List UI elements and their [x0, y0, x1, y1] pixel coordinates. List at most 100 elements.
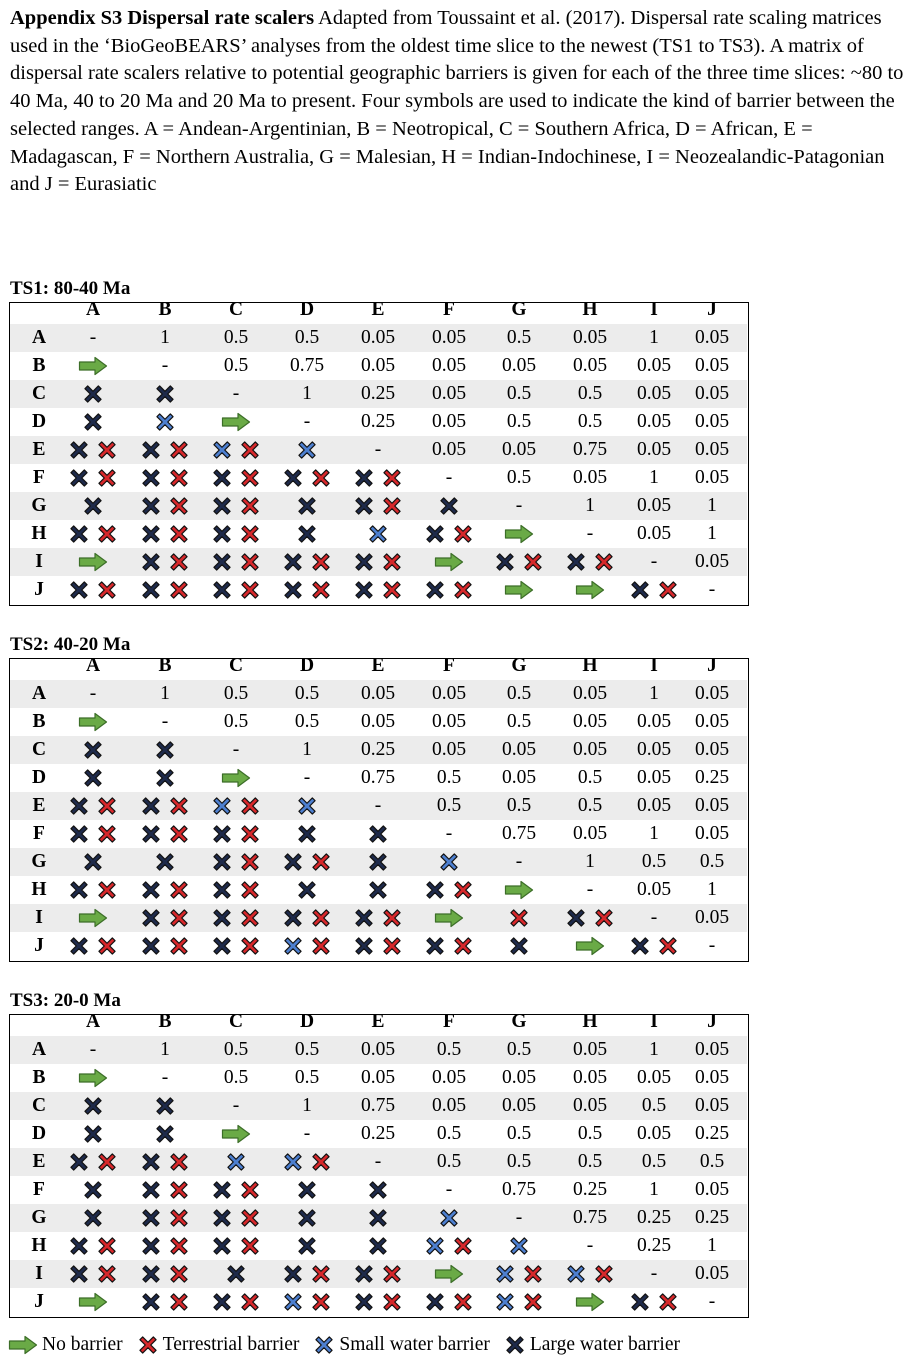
terrestrial-x-icon — [139, 1336, 157, 1354]
barrier-symbol-cell — [60, 736, 126, 764]
barrier-symbol-cell — [274, 492, 340, 520]
terrestrial-x-icon — [98, 1153, 116, 1171]
large-water-x-icon — [567, 553, 585, 571]
large-water-x-icon — [142, 797, 160, 815]
barrier-symbol-cell — [274, 464, 340, 492]
matrix-header-row: A B C D E F G H I J — [10, 652, 747, 680]
matrix-header-row: A B C D E F G H I J — [10, 296, 747, 324]
matrix-row: D - 0.75 0.5 0.05 0.5 0.05 0.25 — [10, 764, 747, 792]
rate-value-cell: - — [586, 879, 594, 900]
rate-value-cell: 1 — [649, 467, 659, 488]
large-water-x-icon — [213, 1237, 231, 1255]
rate-value-cell: - — [303, 411, 311, 432]
barrier-symbol-cell — [557, 1260, 623, 1288]
small-water-x-icon — [440, 853, 458, 871]
row-label: J — [34, 935, 44, 956]
rate-value-cell: 0.05 — [694, 683, 730, 704]
rate-value-cell: - — [650, 1263, 658, 1284]
terrestrial-x-icon — [524, 1293, 542, 1311]
large-water-x-icon — [84, 413, 102, 431]
rate-value-cell: 0.5 — [506, 383, 532, 404]
terrestrial-x-icon — [383, 1293, 401, 1311]
column-header: D — [299, 1011, 315, 1032]
rate-value-cell: 0.05 — [360, 355, 396, 376]
row-label: B — [32, 711, 46, 732]
rate-value-cell: - — [445, 467, 453, 488]
matrix-row: F - 0.75 0.05 1 0.05 — [10, 820, 747, 848]
column-header: E — [371, 655, 385, 676]
barrier-symbol-cell — [203, 464, 269, 492]
row-label: B — [32, 355, 46, 376]
rate-value-cell: 0.5 — [506, 1039, 532, 1060]
terrestrial-x-icon — [241, 937, 259, 955]
large-water-x-icon — [355, 497, 373, 515]
rate-value-cell: 0.05 — [431, 383, 467, 404]
barrier-symbol-cell — [132, 1204, 198, 1232]
large-water-x-icon — [227, 1265, 245, 1283]
small-water-x-icon — [213, 797, 231, 815]
arrow-right-icon — [221, 768, 251, 788]
barrier-symbol-cell — [345, 576, 411, 604]
terrestrial-x-icon — [241, 441, 259, 459]
terrestrial-x-icon — [241, 881, 259, 899]
column-header: I — [650, 299, 658, 320]
matrix-title: TS1: 80-40 Ma — [10, 278, 131, 299]
terrestrial-x-icon — [312, 553, 330, 571]
column-header: B — [158, 299, 172, 320]
rate-value-cell: 0.05 — [636, 411, 672, 432]
terrestrial-x-icon — [98, 581, 116, 599]
rate-value-cell: 0.5 — [506, 683, 532, 704]
barrier-symbol-cell — [203, 548, 269, 576]
barrier-symbol-cell — [203, 1232, 269, 1260]
rate-value-cell: 0.5 — [294, 711, 320, 732]
legend-label: Terrestrial barrier — [162, 1334, 300, 1355]
column-header: C — [228, 299, 244, 320]
barrier-symbol-cell — [132, 436, 198, 464]
barrier-symbol-cell — [345, 848, 411, 876]
barrier-symbol-cell — [557, 904, 623, 932]
rate-value-cell: 0.5 — [223, 711, 249, 732]
terrestrial-x-icon — [170, 825, 188, 843]
column-header: D — [299, 655, 315, 676]
arrow-right-icon — [575, 580, 605, 600]
rate-value-cell: 0.5 — [641, 851, 667, 872]
terrestrial-x-icon — [383, 581, 401, 599]
rate-value-cell: 1 — [707, 1235, 717, 1256]
rate-value-cell: 0.25 — [636, 1235, 672, 1256]
large-water-x-icon — [142, 937, 160, 955]
barrier-symbol-cell — [132, 932, 198, 960]
terrestrial-x-icon — [454, 581, 472, 599]
barrier-symbol-cell — [132, 736, 198, 764]
rate-value-cell: 0.05 — [636, 355, 672, 376]
legend-item: Terrestrial barrier — [137, 1334, 300, 1356]
barrier-symbol-cell — [60, 464, 126, 492]
legend-item: Small water barrier — [313, 1334, 490, 1356]
rate-value-cell: - — [586, 523, 594, 544]
row-label: G — [31, 1207, 47, 1228]
large-water-x-icon — [355, 553, 373, 571]
terrestrial-x-icon — [383, 553, 401, 571]
barrier-symbol-cell — [60, 1288, 126, 1316]
large-water-x-icon — [426, 881, 444, 899]
rate-value-cell: 0.05 — [572, 355, 608, 376]
barrier-symbol-cell — [203, 1120, 269, 1148]
large-water-x-icon — [440, 497, 458, 515]
row-label: C — [31, 739, 47, 760]
large-water-x-icon — [142, 469, 160, 487]
barrier-symbol-cell — [345, 820, 411, 848]
column-header: I — [650, 1011, 658, 1032]
large-water-x-icon — [298, 497, 316, 515]
rate-value-cell: - — [89, 1039, 97, 1060]
rate-value-cell: - — [708, 935, 716, 956]
barrier-symbol-cell — [486, 876, 552, 904]
rate-value-cell: 1 — [707, 879, 717, 900]
barrier-symbol-cell — [416, 492, 482, 520]
rate-value-cell: 0.05 — [636, 711, 672, 732]
barrier-symbol-cell — [416, 904, 482, 932]
rate-value-cell: 0.05 — [431, 411, 467, 432]
rate-value-cell: - — [445, 1179, 453, 1200]
column-header: J — [707, 655, 717, 676]
small-water-x-icon — [284, 937, 302, 955]
arrow-right-icon — [434, 552, 464, 572]
terrestrial-x-icon — [312, 853, 330, 871]
